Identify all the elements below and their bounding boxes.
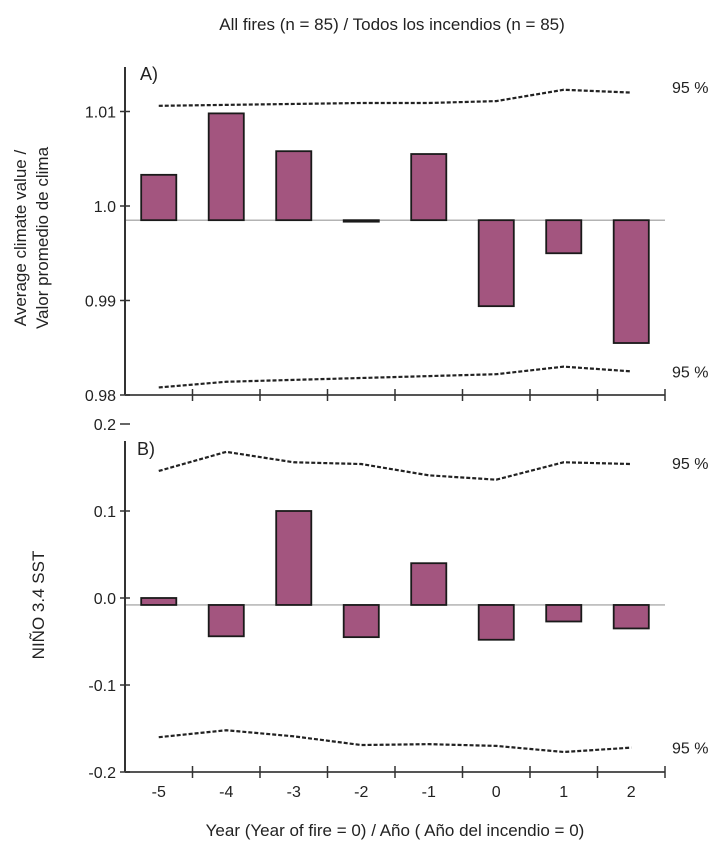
bar-0: [477, 219, 515, 308]
bar-0: [477, 604, 515, 641]
ci-lower-line: [158, 365, 632, 389]
y-tick-label: 0.98: [85, 388, 116, 405]
y-tick-label: 0.0: [94, 591, 116, 608]
y-tick-label: 0.2: [94, 417, 116, 434]
bar-2: [612, 219, 650, 344]
ci-lower-label: 95 %: [672, 741, 708, 758]
panel-b: B) NIÑO 3.4 SST 95 % 95 % 0.2 0.1 0.0 -0.1 -0.…: [29, 417, 708, 801]
x-tick-label: -3: [287, 784, 301, 801]
bar--2: [342, 219, 380, 223]
bar-1: [545, 219, 583, 255]
panel-b-ylabel: NIÑO 3.4 SST: [29, 551, 48, 660]
bar--1: [410, 153, 448, 222]
y-tick-label: -0.2: [88, 765, 116, 782]
panel-a-label: A): [140, 64, 158, 84]
bar--5: [140, 173, 178, 222]
x-tick-label: 0: [492, 784, 501, 801]
ci-upper-line: [158, 450, 632, 481]
ci-upper-label: 95 %: [672, 456, 708, 473]
x-tick-label: -1: [422, 784, 436, 801]
ci-upper-label: 95 %: [672, 80, 708, 97]
bar-2: [612, 604, 650, 630]
bar-1: [545, 604, 583, 623]
panel-a-ylabel: Average climate value / Valor promedio d…: [11, 146, 52, 329]
bar--4: [207, 604, 245, 638]
y-tick-label: 0.99: [85, 294, 116, 311]
panel-a-ylabel-line1: Average climate value /: [11, 150, 30, 327]
ci-lower-label: 95 %: [672, 364, 708, 381]
panel-a-ylabel-line2: Valor promedio de clima: [33, 146, 52, 329]
panel-a: A) Average climate value / Valor promedi…: [11, 64, 708, 405]
y-tick-label: -0.1: [88, 678, 116, 695]
y-tick-label: 1.0: [94, 199, 116, 216]
x-tick-label: -4: [219, 784, 233, 801]
x-tick-label: -2: [354, 784, 368, 801]
bar--4: [207, 112, 245, 222]
bar--3: [275, 150, 313, 222]
chart-title: All fires (n = 85) / Todos los incendios…: [219, 15, 565, 34]
panel-b-label: B): [137, 439, 155, 459]
bar--2: [342, 604, 380, 639]
y-tick-label: 0.1: [94, 504, 116, 521]
bar--5: [140, 597, 178, 606]
bar--1: [410, 562, 448, 606]
ci-upper-line: [158, 88, 632, 107]
x-tick-label: 2: [627, 784, 636, 801]
ci-lower-line: [158, 729, 632, 754]
x-tick-label: 1: [559, 784, 568, 801]
y-tick-label: 1.01: [85, 105, 116, 122]
x-tick-label: -5: [152, 784, 166, 801]
x-axis-title: Year (Year of fire = 0) / Año ( Año del …: [206, 821, 585, 840]
bar--3: [275, 510, 313, 606]
